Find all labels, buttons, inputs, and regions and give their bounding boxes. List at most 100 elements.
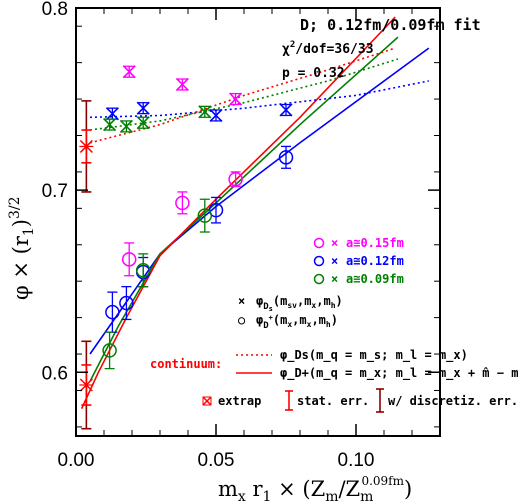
xl-close: )	[404, 477, 412, 501]
legend-lattice-label: a≅0.09fm	[346, 272, 404, 286]
fit-line-dotted	[89, 58, 399, 131]
sub: D	[263, 321, 269, 331]
legend-lattice-x: ×	[331, 254, 338, 268]
argsub: x	[287, 320, 292, 329]
legend-cross-text: φDs(msv,mx,mh)	[256, 294, 343, 313]
data-point-circle	[228, 171, 243, 188]
end: )	[336, 294, 343, 308]
y-tick-label: 0.7	[42, 181, 68, 202]
xl-sub4: m	[360, 489, 373, 503]
rest2: ,m	[316, 294, 330, 308]
rest2sub: h	[331, 301, 336, 310]
legend-lattice-circle	[313, 255, 325, 267]
rest2: ,m	[311, 313, 325, 327]
data-point-x	[279, 103, 293, 117]
fit-line-solid	[80, 16, 396, 410]
extrapolated-ds-marker	[79, 139, 94, 153]
restsub: x	[307, 320, 312, 329]
legend-errors: extrap stat. err. w/ discretiz. err.	[202, 388, 518, 413]
data-point-x	[122, 65, 136, 79]
chi-square-label: χ2/dof=36/33	[282, 40, 374, 57]
cross-marker-b	[105, 107, 119, 121]
x-axis-label: mx r1 × (Zm/Zm0.09fm)	[218, 474, 412, 503]
restsub: x	[311, 301, 316, 310]
data-point-x	[209, 108, 223, 123]
data-point-x	[229, 92, 243, 106]
legend-lattice-circle	[313, 273, 325, 285]
fit-line-dotted	[89, 47, 396, 144]
rest: ,m	[297, 294, 311, 308]
y-axis-label: φ × (r1)3/2	[7, 196, 37, 300]
argsub: sv	[287, 301, 297, 310]
chi-sup: 2	[290, 40, 295, 50]
xl-sub2: 1	[263, 489, 272, 503]
rest: ,m	[292, 313, 306, 327]
cross-marker-b	[103, 117, 117, 132]
plot-frame	[75, 7, 441, 437]
cross-marker-b	[229, 92, 243, 106]
data-point-circle	[197, 198, 213, 233]
stat-err-text: stat. err.	[297, 394, 369, 408]
data-point-circle	[175, 191, 190, 215]
x-tick-label: 0.10	[338, 450, 375, 471]
circle-marker	[135, 263, 151, 278]
cross-marker-b	[122, 65, 136, 79]
yl-sup: 3/2	[7, 196, 23, 219]
cross-marker-b	[119, 119, 133, 133]
data-point-x	[119, 119, 133, 133]
cross-marker-b	[198, 105, 212, 119]
legend-lattice-x: ×	[331, 236, 338, 250]
legend-continuum: continuum: φ_Ds(m_q = m_s; m_l = m_x) φ_…	[150, 348, 518, 381]
xl-sub3: m	[325, 489, 338, 503]
args: (m	[273, 294, 287, 308]
yl-main: φ × (r	[9, 235, 33, 300]
xl-sub1: x	[238, 489, 246, 503]
circle-marker	[197, 208, 213, 223]
legend-circle-text: φD+(mx,mx,mh)	[256, 313, 338, 331]
data-point-circle	[102, 331, 117, 370]
axis-ticks: 0.00 0.05 0.10 0.6 0.7 0.8	[42, 0, 441, 471]
discretiz-err-marker	[376, 388, 384, 413]
cross-marker-b	[279, 103, 293, 117]
legend-cross-marker: ×	[238, 294, 245, 308]
legend-markers: × φDs(msv,mx,mh) ○ φD+(mx,mx,mh)	[238, 294, 343, 331]
fit-title: D; 0.12fm/0.09fm fit	[300, 16, 481, 34]
data-point-x	[175, 77, 189, 92]
cross-marker-b	[136, 116, 150, 130]
data-point-x	[136, 116, 150, 130]
x-tick-label: 0.05	[198, 450, 235, 471]
circle-marker	[119, 295, 134, 311]
data-point-x	[198, 105, 212, 119]
plot-area	[79, 16, 430, 430]
data-point-circle	[121, 242, 137, 277]
circle-marker	[121, 252, 137, 267]
legend-lattice-x: ×	[331, 272, 338, 286]
data-point-x	[103, 117, 117, 132]
rest2sub: h	[326, 320, 331, 329]
yl-close: )	[9, 219, 33, 227]
chi-dof: /dof=36/33	[295, 42, 373, 57]
legend-lattice: × a≅0.15fm × a≅0.12fm × a≅0.09fm	[313, 236, 404, 286]
subsup: +	[269, 314, 273, 322]
data-point-circle	[135, 253, 151, 288]
xl-sup4: 0.09fm	[361, 474, 404, 488]
y-tick-label: 0.8	[42, 0, 68, 20]
stat-err-marker	[285, 390, 293, 411]
continuum-dotted-text: φ_Ds(m_q = m_s; m_l = m_x)	[280, 348, 468, 363]
args: (m	[273, 313, 287, 327]
legend-circle-marker: ○	[238, 313, 246, 327]
extrap-marker	[202, 396, 212, 406]
fit-line-dotted	[89, 80, 429, 119]
extrapolated-dplus-marker	[79, 378, 94, 392]
data-point-circle	[119, 286, 134, 321]
phi: φ	[256, 313, 263, 327]
circle-marker	[175, 195, 190, 211]
continuum-solid-text: φ_D+(m_q = m_x; m_l = m_x + m̂ − m_d)	[280, 366, 518, 381]
data-point-circle	[278, 145, 294, 169]
circle-marker	[228, 171, 243, 187]
data-point-x	[136, 101, 150, 115]
end: )	[331, 313, 338, 327]
xl-slash: /Z	[338, 477, 360, 501]
xl-m: m	[218, 477, 238, 501]
y-tick-label: 0.6	[42, 363, 68, 384]
